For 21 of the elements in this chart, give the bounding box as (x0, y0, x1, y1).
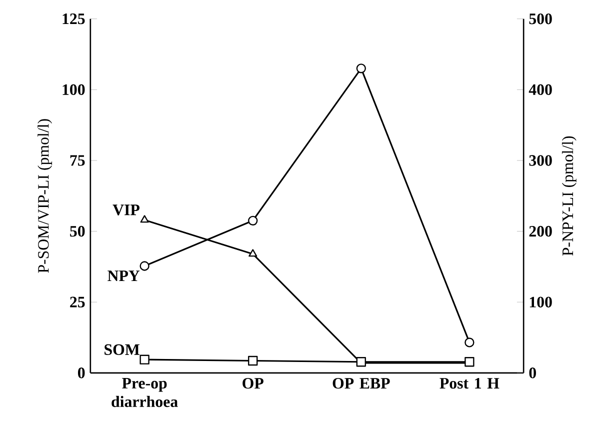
y-tick-label: 125 (62, 14, 85, 24)
y-tick-label: 100 (62, 84, 85, 96)
y2-tick-label: 300 (529, 155, 552, 166)
x-tick-label: OP EBP (332, 378, 390, 389)
y2-tick-label: 200 (529, 226, 552, 237)
series-label: SOM (104, 344, 140, 355)
x-tick-label: Pre-op diarrhoea (112, 378, 178, 408)
x-tick-label: Post 1 H (440, 378, 500, 389)
y-tick-label: 0 (78, 368, 85, 378)
y-axis-title: P-SOM/VIP-LI (pmol/l) (38, 119, 52, 273)
y-tick-label: 50 (70, 226, 85, 237)
y2-axis-title: P-NPY-LI (pmol/l) (562, 136, 576, 256)
y-tick-label: 75 (70, 155, 85, 166)
y2-tick-label: 100 (530, 296, 552, 308)
y2-tick-label: 0 (529, 368, 536, 378)
y2-tick-label: 500 (529, 13, 552, 24)
y-tick-label: 25 (70, 296, 85, 308)
series-label: VIP (112, 204, 140, 216)
series-label: NPY (108, 270, 140, 282)
y2-tick-label: 400 (528, 84, 552, 96)
x-tick-label: OP (242, 378, 264, 389)
